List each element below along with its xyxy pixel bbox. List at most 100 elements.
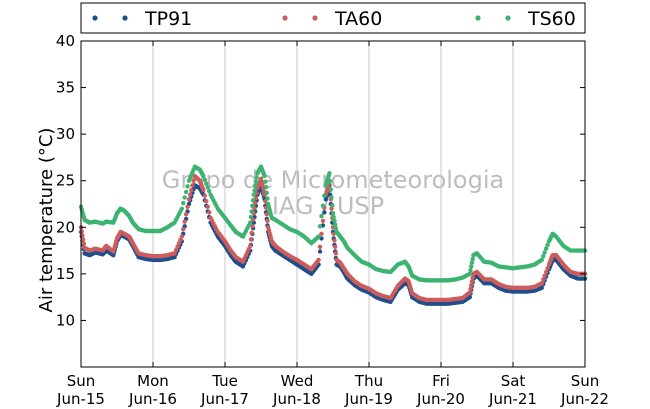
interpolated-point	[317, 224, 323, 229]
interpolated-point	[469, 264, 474, 269]
x-tick-label-date: Jun-17	[200, 390, 249, 408]
interpolated-point	[264, 190, 269, 196]
series-ta60	[78, 173, 588, 303]
interpolated-point	[541, 253, 546, 259]
interpolated-point	[331, 214, 336, 220]
interpolated-point	[250, 224, 255, 229]
data-point	[316, 257, 321, 263]
interpolated-point	[320, 203, 326, 209]
y-tick-label: 20	[56, 218, 75, 236]
legend-marker	[312, 15, 318, 21]
interpolated-point	[253, 179, 259, 185]
data-point	[172, 251, 177, 256]
legend-label-ta60: TA60	[334, 8, 382, 30]
y-tick-label: 10	[56, 311, 75, 329]
data-point	[248, 243, 253, 249]
interpolated-point	[175, 244, 180, 249]
data-point	[467, 294, 472, 300]
x-tick-label-day: Fri	[432, 372, 450, 390]
interpolated-point	[182, 195, 187, 200]
legend-box	[80, 2, 586, 34]
interpolated-point	[206, 188, 212, 194]
x-tick-label-day: Sun	[571, 372, 600, 390]
data-point	[201, 187, 206, 193]
interpolated-point	[332, 222, 338, 227]
interpolated-point	[206, 210, 212, 215]
interpolated-point	[263, 179, 268, 184]
data-point	[327, 171, 332, 176]
x-tick-label-day: Wed	[281, 372, 314, 390]
interpolated-point	[333, 251, 339, 256]
interpolated-point	[204, 181, 209, 186]
data-point	[330, 211, 336, 216]
interpolated-point	[469, 282, 474, 288]
interpolated-point	[263, 185, 269, 190]
x-tick-label-day: Mon	[137, 372, 169, 390]
data-point	[316, 234, 321, 239]
interpolated-point	[327, 179, 333, 184]
interpolated-point	[317, 249, 323, 254]
interpolated-point	[470, 275, 475, 280]
interpolated-point	[264, 212, 269, 217]
interpolated-point	[253, 183, 258, 189]
interpolated-point	[469, 279, 475, 284]
axes-layer: 10152025303540SunJun-15MonJun-16TueJun-1…	[56, 32, 609, 408]
interpolated-point	[181, 200, 186, 206]
data-point	[248, 220, 253, 225]
data-point	[539, 280, 544, 286]
interpolated-point	[319, 231, 324, 237]
points-layer	[78, 164, 588, 306]
x-tick-label-day: Tue	[211, 372, 238, 390]
interpolated-point	[543, 269, 549, 275]
interpolated-point	[317, 244, 323, 250]
legend-label-tp91: TP91	[144, 8, 192, 30]
interpolated-point	[190, 183, 195, 188]
data-point	[539, 285, 544, 291]
interpolated-point	[202, 193, 208, 198]
interpolated-point	[173, 247, 179, 253]
interpolated-point	[187, 192, 193, 197]
interpolated-point	[265, 196, 270, 201]
x-tick-label-date: Jun-18	[272, 390, 321, 408]
data-point	[251, 192, 256, 197]
x-tick-label-date: Jun-19	[344, 390, 393, 408]
data-point	[539, 257, 544, 263]
interpolated-point	[178, 237, 183, 243]
interpolated-point	[191, 178, 196, 183]
interpolated-point	[265, 218, 270, 223]
interpolated-point	[204, 199, 209, 204]
data-point	[467, 290, 472, 295]
interpolated-point	[185, 184, 190, 189]
interpolated-point	[185, 204, 190, 209]
interpolated-point	[250, 198, 256, 203]
interpolated-point	[468, 267, 473, 273]
interpolated-point	[470, 256, 475, 262]
x-tick-label-date: Jun-16	[128, 390, 177, 408]
y-tick-label: 30	[56, 125, 75, 143]
interpolated-point	[248, 214, 254, 220]
interpolated-point	[543, 246, 549, 251]
legend-marker	[475, 15, 481, 21]
interpolated-point	[189, 187, 194, 193]
interpolated-point	[322, 193, 327, 198]
interpolated-point	[205, 204, 210, 209]
interpolated-point	[249, 230, 254, 236]
data-point	[179, 234, 184, 239]
interpolated-point	[320, 218, 326, 223]
interpolated-point	[81, 241, 87, 246]
legend-marker	[505, 15, 511, 21]
y-tick-label: 35	[56, 79, 75, 97]
data-point	[186, 197, 192, 202]
x-tick-label-date: Jun-22	[560, 390, 609, 408]
data-point	[201, 173, 206, 179]
interpolated-point	[468, 286, 473, 291]
interpolated-point	[330, 203, 335, 208]
interpolated-point	[329, 206, 334, 211]
legend: TP91 TA60 TS60	[80, 2, 586, 34]
interpolated-point	[469, 260, 475, 265]
interpolated-point	[202, 177, 208, 182]
legend-marker	[92, 15, 98, 21]
interpolated-point	[176, 241, 182, 246]
interpolated-point	[541, 277, 546, 282]
